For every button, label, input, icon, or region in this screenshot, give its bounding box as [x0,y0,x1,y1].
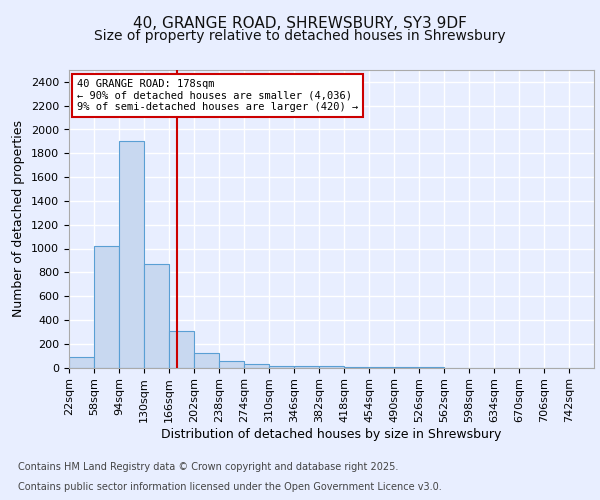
Bar [269,366,294,368]
Bar [194,353,219,368]
Text: Size of property relative to detached houses in Shrewsbury: Size of property relative to detached ho… [94,29,506,43]
Bar [219,361,244,368]
Bar [144,264,169,368]
Bar [319,366,344,368]
Bar [94,246,119,368]
Bar [69,357,94,368]
Text: 40, GRANGE ROAD, SHREWSBURY, SY3 9DF: 40, GRANGE ROAD, SHREWSBURY, SY3 9DF [133,16,467,31]
Bar [169,330,194,368]
Bar [344,367,369,368]
Bar [244,364,269,368]
Bar [119,142,144,368]
X-axis label: Distribution of detached houses by size in Shrewsbury: Distribution of detached houses by size … [161,428,502,441]
Bar [294,366,319,368]
Text: 40 GRANGE ROAD: 178sqm
← 90% of detached houses are smaller (4,036)
9% of semi-d: 40 GRANGE ROAD: 178sqm ← 90% of detached… [77,79,358,112]
Text: Contains HM Land Registry data © Crown copyright and database right 2025.: Contains HM Land Registry data © Crown c… [18,462,398,472]
Y-axis label: Number of detached properties: Number of detached properties [13,120,25,318]
Text: Contains public sector information licensed under the Open Government Licence v3: Contains public sector information licen… [18,482,442,492]
